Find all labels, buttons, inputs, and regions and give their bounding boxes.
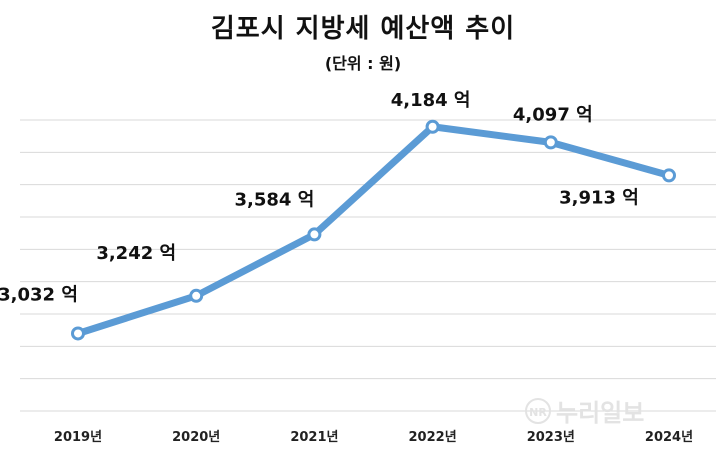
chart-subtitle: (단위 : 원) [324, 54, 402, 73]
x-tick-label: 2023년 [527, 430, 575, 445]
watermark-text: 누리일보 [556, 399, 644, 427]
x-tick-label: 2022년 [409, 430, 457, 445]
x-tick-label: 2021년 [290, 430, 338, 445]
series-line [74, 123, 673, 337]
data-label: 3,032 억 [0, 284, 78, 305]
watermark-mark: NR [529, 406, 547, 419]
data-point-2020 [189, 288, 204, 303]
data-label: 3,584 억 [235, 189, 315, 210]
data-label: 4,184 억 [391, 90, 471, 111]
data-point-2022 [425, 119, 440, 134]
x-tick-label: 2019년 [54, 430, 102, 445]
data-point-2023 [543, 135, 558, 150]
data-point-2021 [307, 227, 322, 242]
x-tick-label: 2024년 [645, 430, 693, 445]
data-point-2024 [662, 168, 676, 183]
chart-title: 김포시 지방세 예산액 추이 [210, 14, 516, 44]
data-label: 3,242 억 [96, 243, 176, 264]
x-tick-label: 2020년 [172, 430, 220, 445]
data-point-2019 [71, 326, 85, 341]
watermark: NR 누리일보 [525, 398, 644, 427]
data-label: 4,097 억 [513, 104, 593, 125]
data-label: 3,913 억 [559, 187, 639, 208]
